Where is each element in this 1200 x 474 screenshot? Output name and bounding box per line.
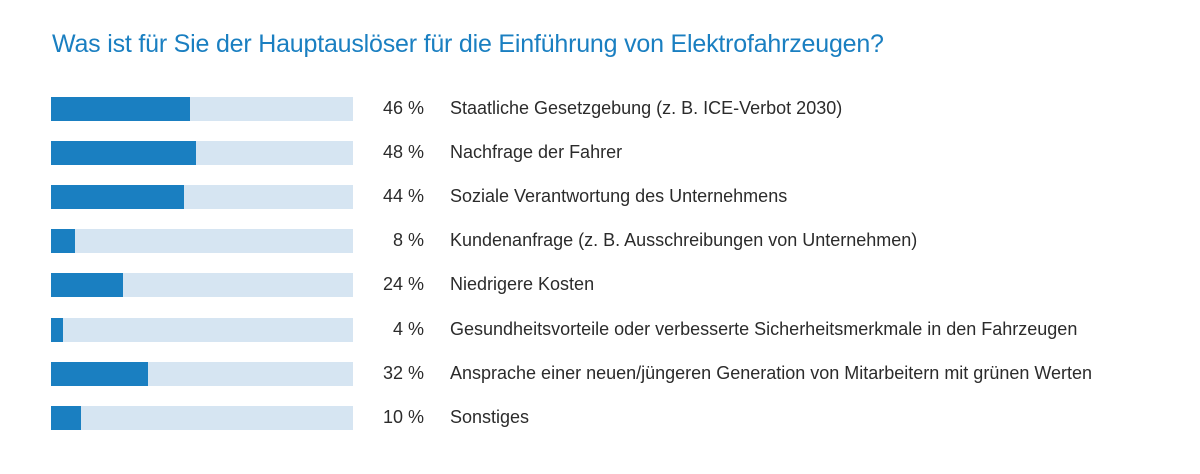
bar-track xyxy=(51,406,353,430)
category-label: Staatliche Gesetzgebung (z. B. ICE-Verbo… xyxy=(450,98,843,118)
bar-track xyxy=(51,185,353,209)
bar-row: 8 % Kundenanfrage (z. B. Ausschreibungen … xyxy=(0,229,1200,253)
category-label: Sonstiges xyxy=(450,407,530,427)
value-label: 32 % xyxy=(382,363,424,383)
bar-row: 46 % Staatliche Gesetzgebung (z. B. ICE-V… xyxy=(0,97,1200,121)
category-label: Ansprache einer neuen/jüngeren Generatio… xyxy=(450,363,1093,383)
value-label: 10 % xyxy=(382,407,424,427)
bar-track xyxy=(51,97,353,121)
bar-row: 48 % Nachfrage der Fahrer xyxy=(0,141,1200,165)
bar-row: 24 % Niedrigere Kosten xyxy=(0,273,1200,297)
value-label: 4 % xyxy=(392,319,424,339)
category-label: Niedrigere Kosten xyxy=(450,274,595,294)
bar-row: 32 % Ansprache einer neuen/jüngeren Gener… xyxy=(0,362,1200,386)
bar-track xyxy=(51,273,353,297)
bar-track xyxy=(51,229,353,253)
value-label: 46 % xyxy=(382,98,424,118)
value-label: 8 % xyxy=(392,230,424,250)
bar xyxy=(51,185,184,209)
bar xyxy=(51,229,75,253)
bar xyxy=(51,273,123,297)
bar xyxy=(51,141,196,165)
bar xyxy=(51,97,190,121)
bar xyxy=(51,318,63,342)
category-label: Gesundheitsvorteile oder verbesserte Sic… xyxy=(450,319,1078,339)
bar xyxy=(51,362,148,386)
category-label: Nachfrage der Fahrer xyxy=(450,142,623,162)
bar-row: 4 % Gesundheitsvorteile oder verbesserte … xyxy=(0,318,1200,342)
bar xyxy=(51,406,81,430)
bar-track xyxy=(51,362,353,386)
bar-row: 44 % Soziale Verantwortung des Unternehme… xyxy=(0,185,1200,209)
value-label: 44 % xyxy=(382,186,424,206)
value-label: 24 % xyxy=(382,274,424,294)
value-label: 48 % xyxy=(382,142,424,162)
bar-track xyxy=(51,318,353,342)
chart-title: Was ist für Sie der Hauptauslöser für di… xyxy=(52,30,884,58)
category-label: Kundenanfrage (z. B. Ausschreibungen von… xyxy=(450,230,918,250)
bar-track xyxy=(51,141,353,165)
category-label: Soziale Verantwortung des Unternehmens xyxy=(450,186,788,206)
bar-row: 10 % Sonstiges xyxy=(0,406,1200,430)
